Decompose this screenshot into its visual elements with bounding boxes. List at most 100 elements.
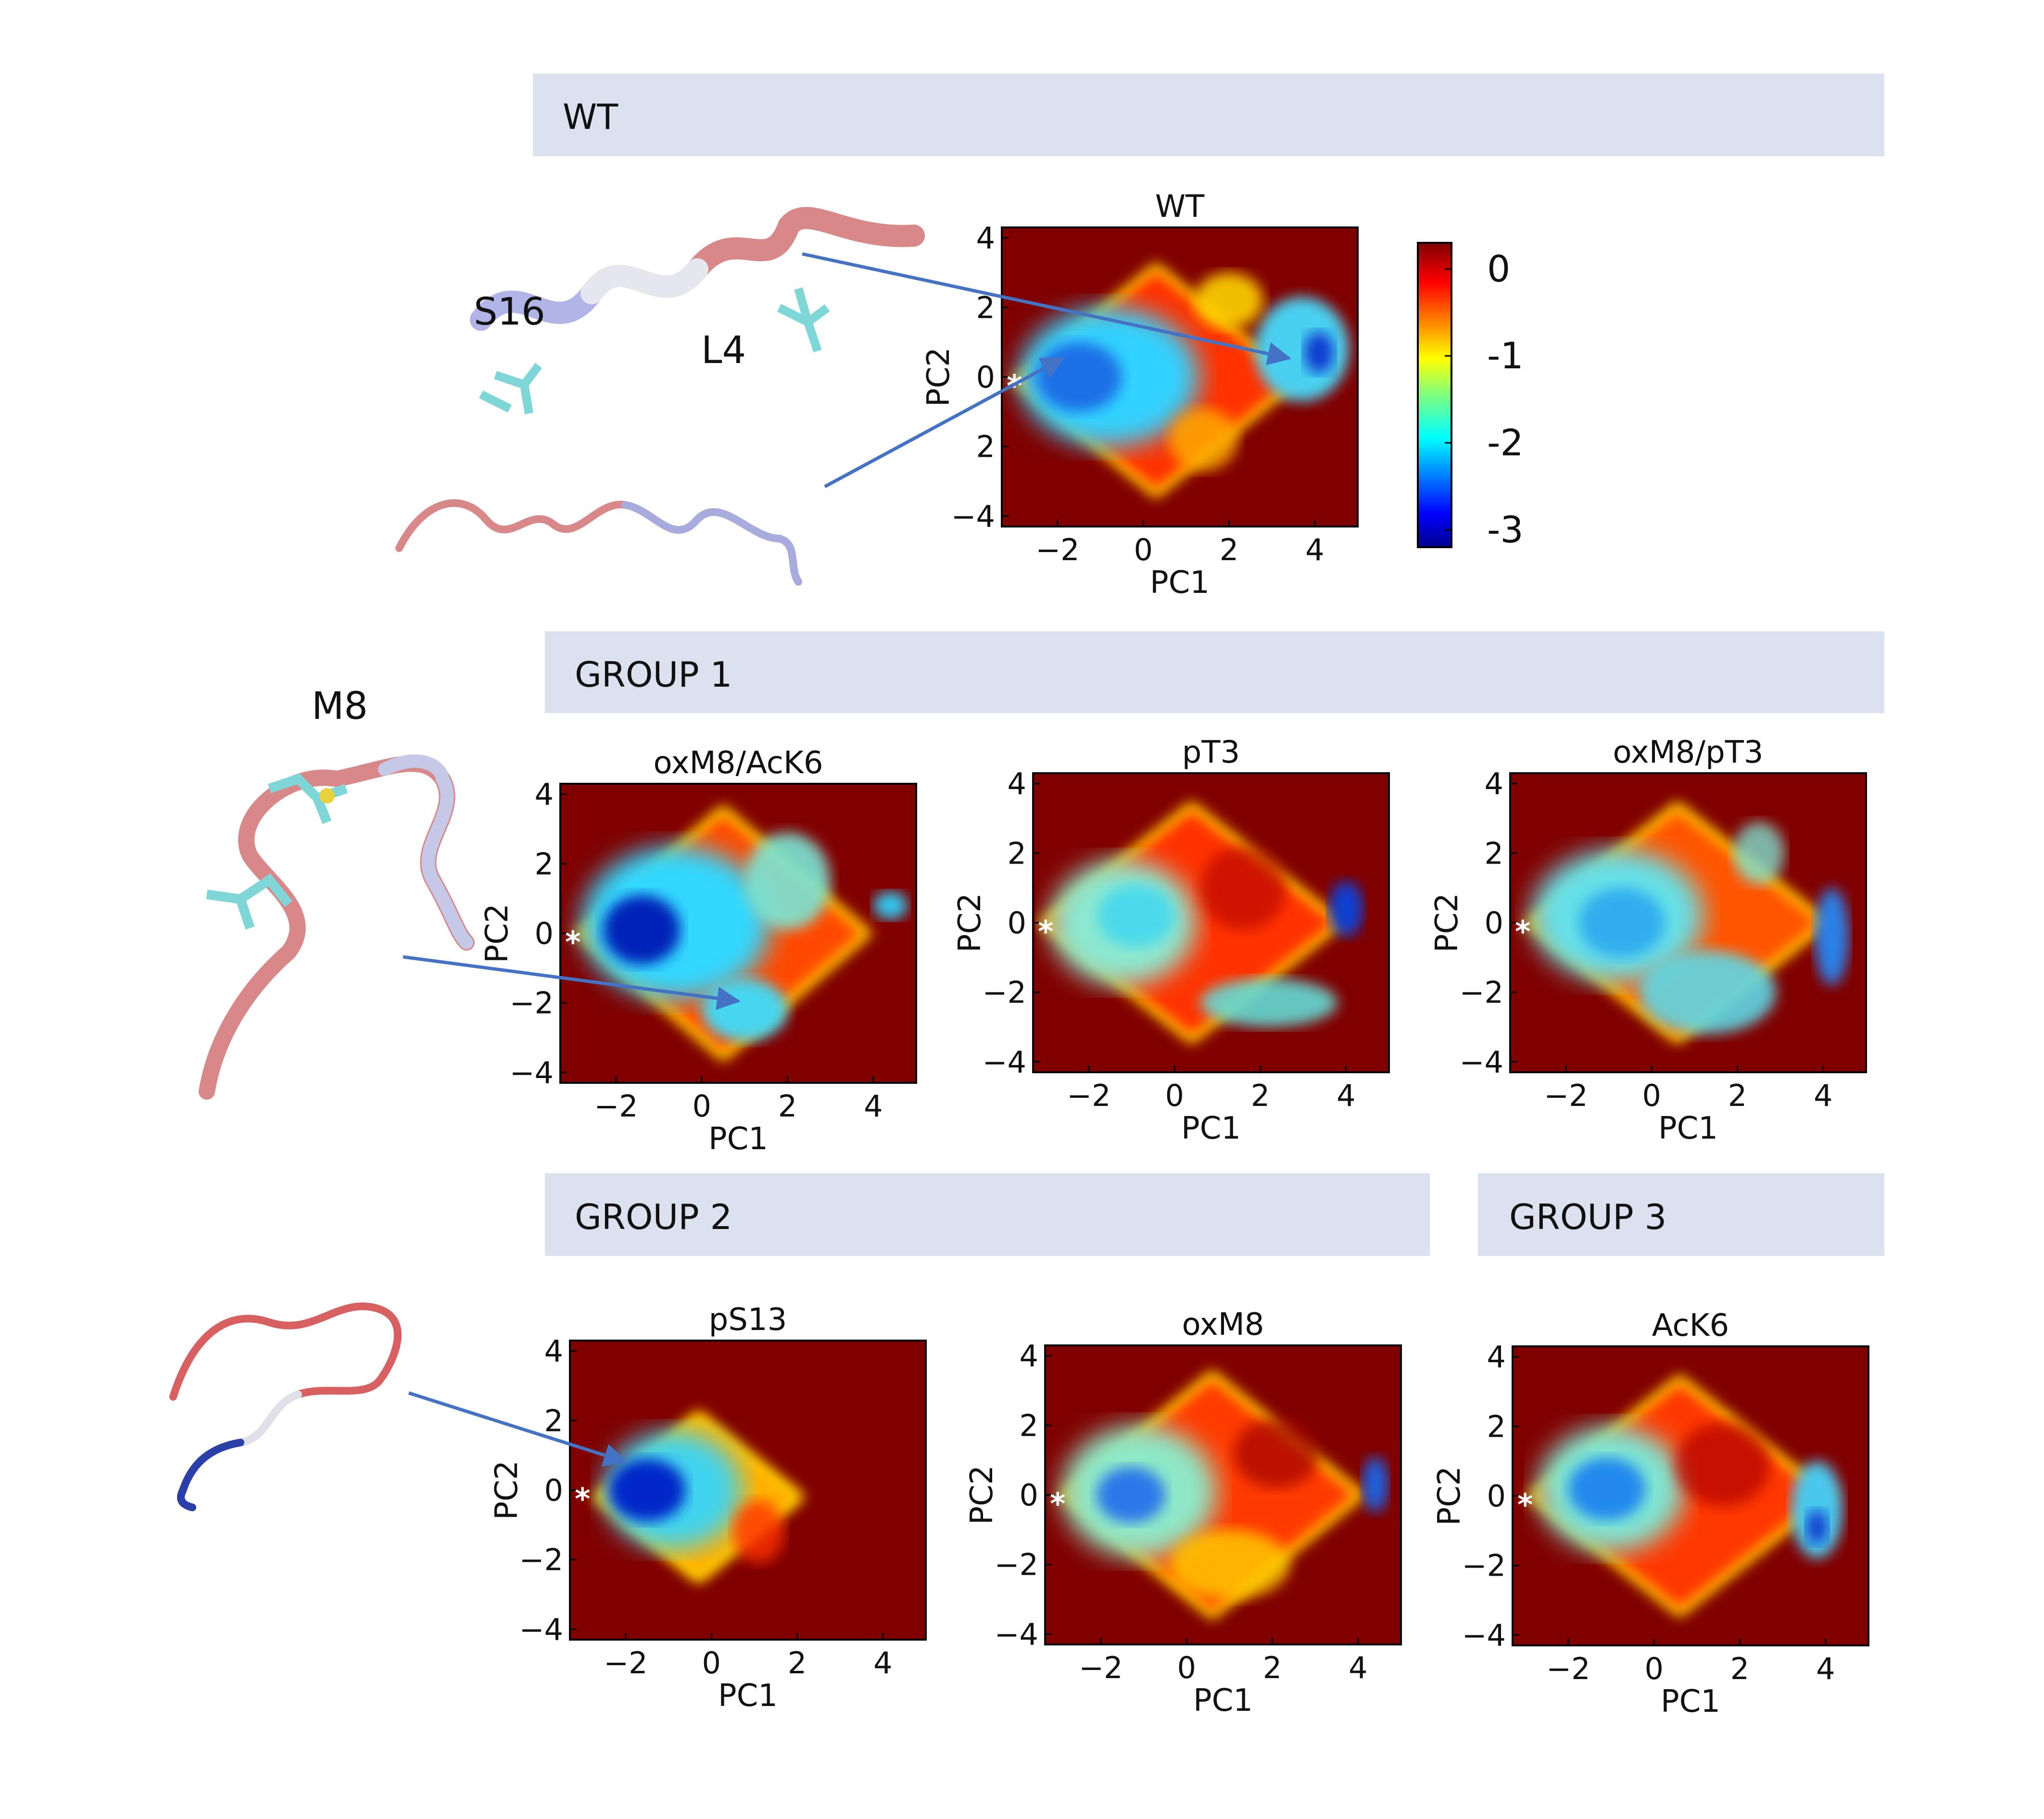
panel-pt3: pT3 −2 0 2 4 4 2 0 −2 −4 PC1 PC2 * <box>952 735 1390 1146</box>
wt-ytick-label: 2 <box>976 429 995 464</box>
colorbar-tick-label: -2 <box>1487 421 1524 464</box>
oxm8-basin-4 <box>1362 1456 1388 1513</box>
wt-ytick-label: 4 <box>976 221 995 256</box>
sidechain-s16 <box>479 363 543 414</box>
band-group3: GROUP 3 <box>1478 1173 1884 1256</box>
oxm8_pt3-ytick-label: 4 <box>1485 766 1503 802</box>
band-wt-label: WT <box>563 97 618 137</box>
oxm8_pt3-xtick-label: 4 <box>1814 1078 1832 1113</box>
oxm8_pt3-ylabel: PC2 <box>1429 893 1465 953</box>
ps13-ytick-label: 2 <box>544 1403 563 1438</box>
wt-basin-3 <box>1255 297 1350 401</box>
arrow-m8-to-oxm8ack6 <box>403 955 741 1010</box>
oxm8_ack6-xlabel: PC1 <box>708 1121 768 1157</box>
ack6-title: AcK6 <box>1652 1308 1729 1343</box>
oxm8-ytick-label: 0 <box>1020 1478 1038 1513</box>
ps13-basin-2 <box>608 1458 686 1522</box>
pt3-basin-3 <box>1200 978 1338 1027</box>
wt-xtick-label: 2 <box>1220 532 1238 567</box>
oxm8-xtick-label: −2 <box>1079 1650 1123 1685</box>
oxm8_ack6-title: oxM8/AcK6 <box>653 745 823 781</box>
ps13-heatmap-surface <box>591 1410 806 1584</box>
oxm8_pt3-ytick-label: −2 <box>1460 975 1503 1010</box>
ack6-basin-4 <box>1791 1461 1843 1559</box>
oxm8-ytick-label: 2 <box>1020 1408 1038 1443</box>
g2-coil-mid <box>177 1391 302 1511</box>
ps13-xtick-label: 4 <box>873 1645 892 1681</box>
oxm8_pt3-basin-2 <box>1578 888 1665 958</box>
oxm8_ack6-ytick-label: 4 <box>535 777 554 812</box>
arrow-coil-to-ps13 <box>408 1391 628 1467</box>
ps13-xtick-label: −2 <box>604 1645 647 1681</box>
oxm8-ylabel: PC2 <box>964 1465 1000 1525</box>
oxm8_ack6-basin-3 <box>702 978 788 1041</box>
ps13-ytick-label: 0 <box>544 1473 563 1508</box>
wt-basin-5 <box>1195 273 1263 328</box>
oxm8_ack6-ylabel: PC2 <box>479 903 515 963</box>
oxm8-title: oxM8 <box>1182 1307 1264 1342</box>
ps13-ytick-label: 4 <box>544 1334 563 1369</box>
oxm8_pt3-ytick-label: 0 <box>1485 905 1503 941</box>
colorbar-tick-label: -1 <box>1487 334 1524 377</box>
arrows <box>403 252 1291 1467</box>
structure-m8: M8 <box>199 685 475 1100</box>
oxm8-basin-5 <box>1169 1530 1290 1599</box>
g2-coil-ribbon <box>169 1302 402 1511</box>
oxm8_pt3-xlabel: PC1 <box>1658 1111 1718 1146</box>
oxm8_ack6-start-marker: * <box>565 925 580 960</box>
oxm8_ack6-basin-4 <box>744 832 831 930</box>
pt3-basin-2 <box>1097 884 1175 947</box>
pt3-xtick-label: 0 <box>1165 1078 1184 1113</box>
ps13-ylabel: PC2 <box>489 1460 525 1520</box>
ack6-ytick-label: −4 <box>1462 1618 1506 1653</box>
ack6-xtick-label: 4 <box>1816 1651 1835 1686</box>
ack6-ytick-label: 2 <box>1487 1409 1506 1444</box>
helix-ribbon-nterm <box>470 282 603 331</box>
oxm8_ack6-ytick-label: 2 <box>535 846 554 881</box>
pt3-xtick-label: −2 <box>1067 1078 1110 1113</box>
band-wt: WT <box>533 74 1884 156</box>
oxm8_ack6-ytick-label: 0 <box>535 916 554 951</box>
pt3-xtick-label: 2 <box>1251 1078 1270 1113</box>
label-s16: S16 <box>474 290 545 334</box>
ps13-title: pS13 <box>709 1302 787 1338</box>
ack6-xlabel: PC1 <box>1661 1684 1720 1719</box>
m8-sidechains <box>206 773 348 930</box>
oxm8-xtick-label: 2 <box>1263 1650 1282 1685</box>
oxm8_ack6-heatmap-surface <box>573 804 908 1062</box>
oxm8_pt3-xtick-label: 0 <box>1642 1078 1661 1113</box>
oxm8_pt3-ytick-label: 2 <box>1485 836 1503 871</box>
coil-ribbon <box>395 499 802 586</box>
wt-ytick-label: 0 <box>976 360 995 395</box>
panel-ack6: AcK6 −2 0 2 4 4 2 0 −2 −4 PC1 PC2 * <box>1432 1308 1869 1719</box>
arrow-coil-to-wt <box>824 356 1065 489</box>
ps13-basin-3 <box>732 1500 784 1563</box>
wt-title: WT <box>1155 189 1205 225</box>
panel-oxm8: oxM8 −2 0 2 4 4 2 0 −2 −4 PC1 PC2 * <box>964 1307 1402 1719</box>
colorbar-tick-label: -3 <box>1487 508 1524 551</box>
pt3-ytick-label: 0 <box>1008 905 1026 941</box>
colorbar-tick-label: 0 <box>1487 247 1510 290</box>
oxm8-xtick-label: 0 <box>1177 1650 1196 1685</box>
ps13-ytick-label: −4 <box>519 1612 563 1647</box>
g2-coil-cterm <box>177 1439 244 1511</box>
oxm8-xlabel: PC1 <box>1193 1683 1253 1719</box>
oxm8_ack6-basin-5 <box>873 891 908 920</box>
oxm8_pt3-basin-5 <box>1733 822 1785 885</box>
structure-coil-group2 <box>169 1302 402 1511</box>
oxm8_ack6-xtick-label: 2 <box>778 1089 797 1124</box>
oxm8_ack6-ytick-label: −4 <box>510 1055 554 1090</box>
oxm8-basin-2 <box>1096 1467 1165 1523</box>
band-group2: GROUP 2 <box>545 1173 1430 1256</box>
band-group2-label: GROUP 2 <box>575 1197 732 1237</box>
wt-xtick-label: −2 <box>1035 532 1079 567</box>
pt3-basin-4 <box>1329 881 1363 937</box>
ack6-ytick-label: 0 <box>1487 1479 1506 1514</box>
oxm8-basin-3 <box>1234 1418 1320 1488</box>
oxm8_ack6-ytick-label: −2 <box>510 986 554 1021</box>
colorbar-gradient <box>1417 242 1452 548</box>
structure-helix-wt: S16 L4 <box>470 207 925 414</box>
band-group3-label: GROUP 3 <box>1509 1197 1666 1237</box>
